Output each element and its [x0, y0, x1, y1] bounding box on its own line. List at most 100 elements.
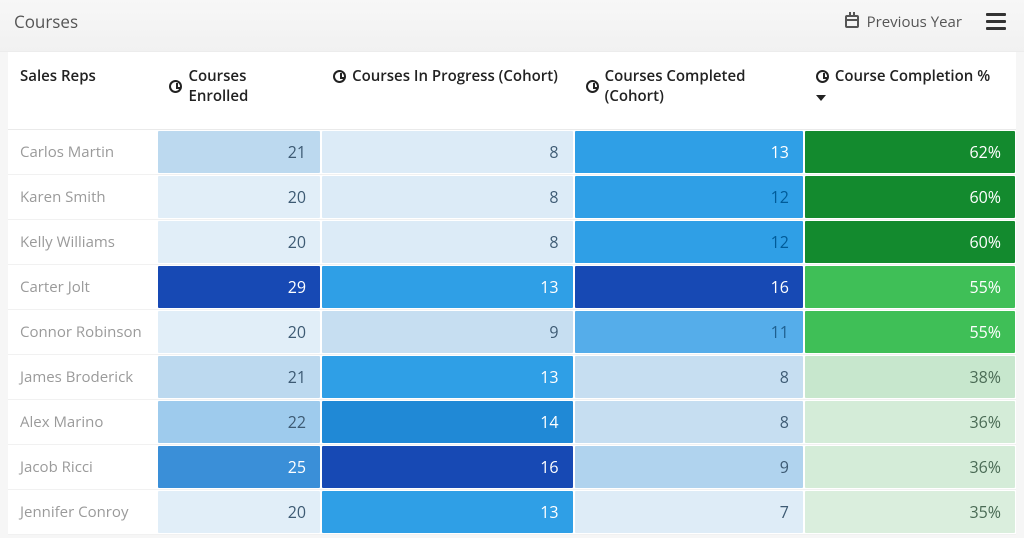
cell-progress: 8 — [321, 129, 574, 174]
cell-completed: 12 — [574, 174, 804, 219]
cell-pct: 36% — [804, 399, 1016, 444]
cell-value: 13 — [322, 266, 573, 308]
table-row: Jennifer Conroy2013735% — [8, 489, 1016, 534]
cell-pct: 60% — [804, 219, 1016, 264]
cell-value: 12 — [575, 176, 803, 218]
table-row: Connor Robinson2091155% — [8, 309, 1016, 354]
cell-value: 22 — [158, 401, 320, 443]
rep-name: Alex Marino — [8, 399, 157, 444]
cell-value: 8 — [322, 131, 573, 173]
cell-value: 9 — [322, 311, 573, 353]
rep-name: James Broderick — [8, 354, 157, 399]
cell-value: 8 — [575, 401, 803, 443]
cell-pct: 55% — [804, 264, 1016, 309]
cell-value: 62% — [805, 131, 1015, 173]
cell-completed: 7 — [574, 489, 804, 534]
cell-value: 12 — [575, 221, 803, 263]
cell-enrolled: 20 — [157, 219, 321, 264]
cell-progress: 13 — [321, 264, 574, 309]
rep-name: Carlos Martin — [8, 129, 157, 174]
cell-value: 60% — [805, 221, 1015, 263]
cell-progress: 8 — [321, 219, 574, 264]
cell-value: 8 — [322, 176, 573, 218]
cell-enrolled: 21 — [157, 129, 321, 174]
cell-pct: 60% — [804, 174, 1016, 219]
previous-year-button[interactable]: Previous Year — [845, 12, 962, 32]
cell-enrolled: 25 — [157, 444, 321, 489]
cell-value: 11 — [575, 311, 803, 353]
cell-progress: 8 — [321, 174, 574, 219]
clock-icon — [169, 80, 182, 93]
cell-progress: 9 — [321, 309, 574, 354]
cell-value: 36% — [805, 401, 1015, 443]
table-row: Jacob Ricci2516936% — [8, 444, 1016, 489]
cell-value: 8 — [575, 356, 803, 398]
cell-value: 60% — [805, 176, 1015, 218]
cell-completed: 8 — [574, 354, 804, 399]
table-row: Alex Marino2214836% — [8, 399, 1016, 444]
column-header-enrolled[interactable]: Courses Enrolled — [157, 52, 321, 129]
cell-value: 20 — [158, 311, 320, 353]
cell-value: 38% — [805, 356, 1015, 398]
cell-value: 16 — [575, 266, 803, 308]
column-header-completed[interactable]: Courses Completed (Cohort) — [574, 52, 804, 129]
column-header-pct[interactable]: Course Completion % — [804, 52, 1016, 129]
column-label: Courses Completed (Cohort) — [605, 66, 792, 107]
cell-value: 25 — [158, 446, 320, 488]
cell-completed: 16 — [574, 264, 804, 309]
header-bar: Courses Previous Year — [0, 0, 1024, 52]
table-row: Carlos Martin2181362% — [8, 129, 1016, 174]
cell-pct: 36% — [804, 444, 1016, 489]
column-header-progress[interactable]: Courses In Progress (Cohort) — [321, 52, 574, 129]
sort-desc-icon — [816, 95, 826, 101]
cell-value: 16 — [322, 446, 573, 488]
column-label: Courses In Progress (Cohort) — [352, 66, 558, 86]
cell-value: 21 — [158, 356, 320, 398]
page-title: Courses — [14, 10, 78, 33]
table-container: Sales RepsCourses EnrolledCourses In Pro… — [0, 52, 1024, 535]
cell-progress: 13 — [321, 354, 574, 399]
cell-value: 55% — [805, 266, 1015, 308]
cell-value: 7 — [575, 491, 803, 533]
cell-enrolled: 20 — [157, 489, 321, 534]
cell-value: 14 — [322, 401, 573, 443]
column-label: Courses Enrolled — [188, 66, 309, 107]
cell-value: 21 — [158, 131, 320, 173]
table-row: Karen Smith2081260% — [8, 174, 1016, 219]
cell-completed: 12 — [574, 219, 804, 264]
cell-enrolled: 22 — [157, 399, 321, 444]
cell-progress: 13 — [321, 489, 574, 534]
cell-pct: 38% — [804, 354, 1016, 399]
menu-icon[interactable] — [984, 11, 1008, 32]
cell-value: 8 — [322, 221, 573, 263]
table-row: Kelly Williams2081260% — [8, 219, 1016, 264]
cell-completed: 8 — [574, 399, 804, 444]
cell-value: 36% — [805, 446, 1015, 488]
cell-value: 35% — [805, 491, 1015, 533]
cell-value: 55% — [805, 311, 1015, 353]
cell-value: 9 — [575, 446, 803, 488]
cell-pct: 35% — [804, 489, 1016, 534]
table-row: Carter Jolt29131655% — [8, 264, 1016, 309]
cell-progress: 14 — [321, 399, 574, 444]
column-label: Course Completion % — [835, 66, 990, 86]
rep-name: Connor Robinson — [8, 309, 157, 354]
cell-enrolled: 20 — [157, 309, 321, 354]
cell-pct: 62% — [804, 129, 1016, 174]
cell-enrolled: 29 — [157, 264, 321, 309]
cell-completed: 13 — [574, 129, 804, 174]
cell-enrolled: 20 — [157, 174, 321, 219]
rep-name: Kelly Williams — [8, 219, 157, 264]
header-actions: Previous Year — [845, 11, 1008, 32]
cell-completed: 11 — [574, 309, 804, 354]
cell-enrolled: 21 — [157, 354, 321, 399]
cell-progress: 16 — [321, 444, 574, 489]
cell-value: 29 — [158, 266, 320, 308]
cell-value: 20 — [158, 176, 320, 218]
clock-icon — [333, 70, 346, 83]
cell-pct: 55% — [804, 309, 1016, 354]
table-row: James Broderick2113838% — [8, 354, 1016, 399]
rep-name: Jacob Ricci — [8, 444, 157, 489]
rep-name: Carter Jolt — [8, 264, 157, 309]
previous-year-label: Previous Year — [867, 12, 962, 32]
